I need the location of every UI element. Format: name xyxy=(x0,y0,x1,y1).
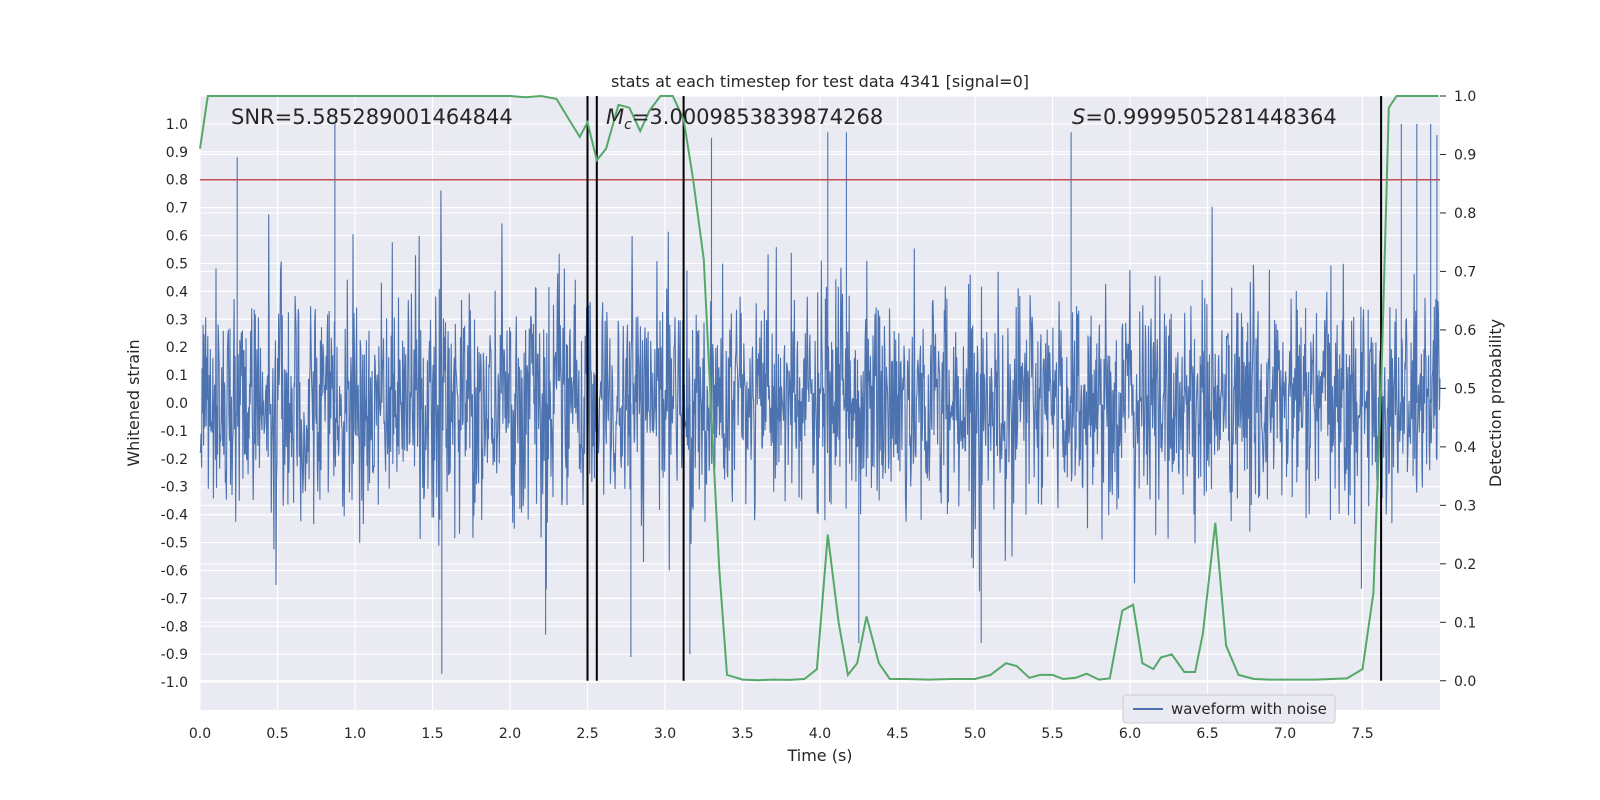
left-y-tick-label: -0.8 xyxy=(161,619,188,635)
right-y-tick-label: 0.2 xyxy=(1454,557,1476,573)
left-y-tick-label: 0.1 xyxy=(166,368,188,384)
left-y-tick-label: 0.4 xyxy=(166,284,188,300)
x-tick-label: 6.0 xyxy=(1119,726,1141,742)
s-value: =0.9999505281448364 xyxy=(1085,105,1336,129)
x-tick-label: 0.0 xyxy=(189,726,211,742)
s-symbol: S xyxy=(1072,105,1085,129)
left-y-tick-label: -1.0 xyxy=(161,675,188,691)
left-y-tick-label: -0.6 xyxy=(161,563,188,579)
right-y-tick-label: 0.6 xyxy=(1454,323,1476,339)
right-y-tick-label: 0.9 xyxy=(1454,147,1476,163)
chart-title: stats at each timestep for test data 434… xyxy=(611,72,1029,91)
chirp-mass-annotation: Mc=3.0009853839874268 xyxy=(606,105,883,133)
x-tick-label: 5.0 xyxy=(964,726,986,742)
x-tick-label: 5.5 xyxy=(1041,726,1063,742)
left-y-tick-label: 0.8 xyxy=(166,173,188,189)
legend: waveform with noise xyxy=(1122,694,1336,724)
right-y-axis-title: Detection probability xyxy=(1486,319,1505,487)
waveform-path xyxy=(199,123,1441,674)
snr-annotation: SNR=5.585289001464844 xyxy=(231,105,513,129)
chirp-mass-symbol: M xyxy=(606,105,624,129)
x-tick-label: 4.5 xyxy=(886,726,908,742)
s-annotation: S=0.9999505281448364 xyxy=(1072,105,1337,129)
x-tick-label: 7.0 xyxy=(1274,726,1296,742)
left-y-tick-label: -0.5 xyxy=(161,536,188,552)
left-y-tick-label: -0.9 xyxy=(161,647,188,663)
left-y-tick-label: 0.2 xyxy=(166,340,188,356)
left-y-tick-label: -0.1 xyxy=(161,424,188,440)
x-axis-ticks: 0.0 0.5 1.0 1.5 2.0 2.5 3.0 3.5 4.0 4.5 5.0 5.5 6.0 6… xyxy=(189,726,1374,742)
detection-probability-line xyxy=(199,94,1439,682)
x-tick-label: 2.5 xyxy=(576,726,598,742)
left-y-tick-label: -0.7 xyxy=(161,591,188,607)
x-tick-label: 2.0 xyxy=(499,726,521,742)
right-y-tick-label: 0.1 xyxy=(1454,615,1476,631)
right-y-tick-label: 1.0 xyxy=(1454,89,1476,105)
left-y-tick-label: -0.4 xyxy=(161,508,188,524)
x-tick-label: 0.5 xyxy=(266,726,288,742)
left-y-axis-ticks: -1.0 -0.9 -0.8 -0.7 -0.6 -0.5 -0.4 -0.3 -0.2 -0.1… xyxy=(161,117,188,691)
x-tick-label: 1.0 xyxy=(344,726,366,742)
x-tick-label: 3.5 xyxy=(731,726,753,742)
right-y-tick-label: 0.5 xyxy=(1454,381,1476,397)
left-y-tick-label: 0.5 xyxy=(166,256,188,272)
left-y-tick-label: 0.6 xyxy=(166,229,188,245)
right-y-tick-label: 0.0 xyxy=(1454,674,1476,690)
x-tick-label: 7.5 xyxy=(1351,726,1373,742)
right-y-tick-label: 0.3 xyxy=(1454,498,1476,514)
left-y-tick-label: 0.7 xyxy=(166,201,188,217)
left-y-tick-label: 0.0 xyxy=(166,396,188,412)
left-y-axis-title: Whitened strain xyxy=(124,339,143,466)
x-tick-label: 1.5 xyxy=(421,726,443,742)
right-y-tick-label: 0.7 xyxy=(1454,264,1476,280)
right-y-tick-label: 0.8 xyxy=(1454,206,1476,222)
legend-label-waveform: waveform with noise xyxy=(1171,700,1327,718)
chirp-mass-value: =3.0009853839874268 xyxy=(632,105,883,129)
right-y-tick-label: 0.4 xyxy=(1454,440,1476,456)
x-tick-label: 3.0 xyxy=(654,726,676,742)
left-y-tick-label: 0.3 xyxy=(166,312,188,328)
chirp-mass-subscript: c xyxy=(624,117,632,133)
left-y-tick-label: 1.0 xyxy=(166,117,188,133)
waveform-with-noise-series xyxy=(199,123,1441,674)
detection-probability-series xyxy=(199,94,1439,682)
left-y-tick-label: 0.9 xyxy=(166,145,188,161)
x-axis-title: Time (s) xyxy=(786,746,852,765)
left-y-tick-label: -0.2 xyxy=(161,452,188,468)
left-y-tick-label: -0.3 xyxy=(161,480,188,496)
x-tick-label: 6.5 xyxy=(1196,726,1218,742)
right-y-axis-ticks: 0.0 0.1 0.2 0.3 0.4 0.5 0.6 0.7 0.8 0.9 1.0 xyxy=(1440,89,1476,690)
legend-box xyxy=(1122,694,1336,724)
x-tick-label: 4.0 xyxy=(809,726,831,742)
